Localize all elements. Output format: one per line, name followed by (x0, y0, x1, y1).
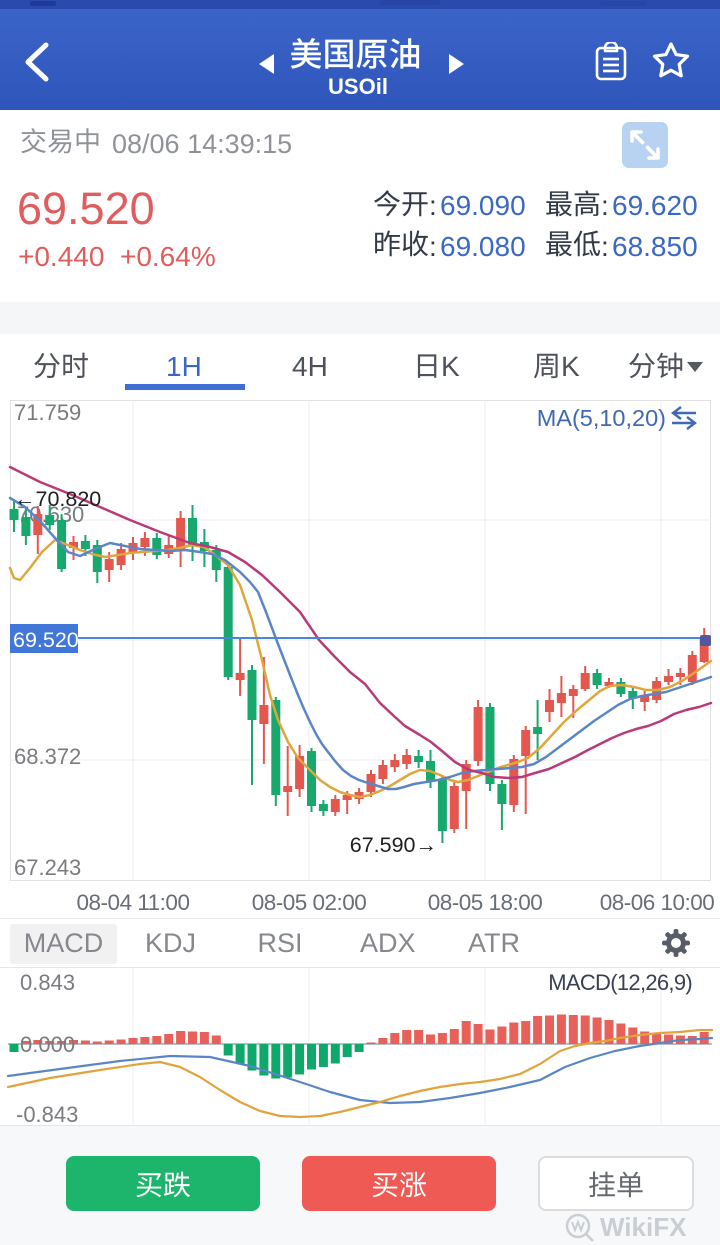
svg-text:71.759: 71.759 (14, 400, 81, 425)
svg-text:67.243: 67.243 (14, 855, 81, 880)
svg-text:67.590→: 67.590→ (350, 833, 437, 857)
svg-text:←70.820: ←70.820 (14, 487, 101, 511)
svg-text:69.520: 69.520 (13, 628, 79, 652)
svg-text:0.843: 0.843 (20, 970, 75, 995)
svg-text:-0.843: -0.843 (16, 1102, 78, 1125)
svg-text:MACD(12,26,9): MACD(12,26,9) (548, 970, 692, 995)
svg-text:0.000: 0.000 (20, 1032, 75, 1057)
svg-text:08-06 10:00: 08-06 10:00 (600, 890, 715, 915)
svg-text:08-05 02:00: 08-05 02:00 (252, 890, 367, 915)
svg-text:WikiFX: WikiFX (600, 1212, 687, 1242)
svg-text:08-04 11:00: 08-04 11:00 (77, 890, 190, 915)
svg-text:MA(5,10,20): MA(5,10,20) (537, 405, 666, 431)
svg-text:68.372: 68.372 (14, 744, 81, 769)
svg-text:08-05 18:00: 08-05 18:00 (428, 890, 543, 915)
